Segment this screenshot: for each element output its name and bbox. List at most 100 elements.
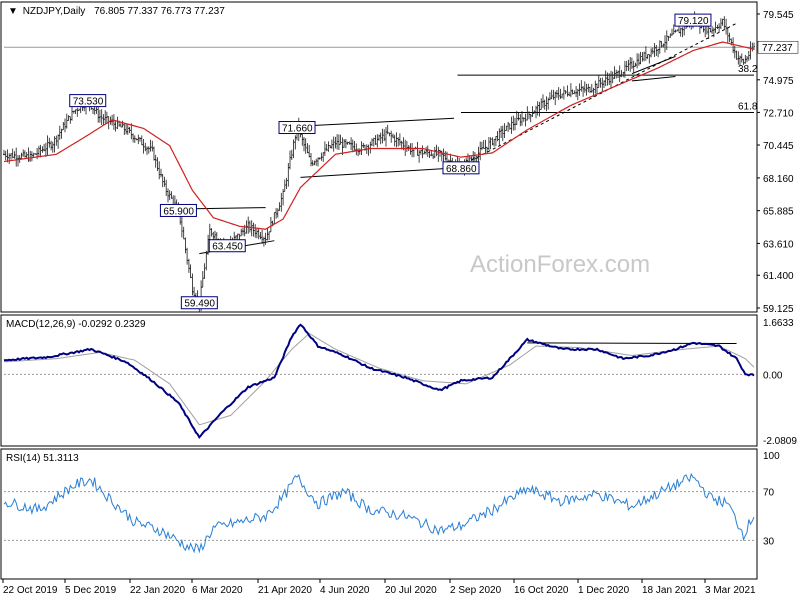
price-bar <box>489 137 492 150</box>
x-tick-label: 18 Jan 2021 <box>642 585 697 596</box>
price-bar <box>426 145 429 157</box>
price-bar <box>58 125 61 140</box>
price-bar <box>611 71 614 84</box>
price-bar <box>44 142 47 157</box>
price-bar <box>273 212 276 225</box>
price-bar <box>398 133 401 146</box>
price-bar <box>125 123 128 135</box>
price-bar <box>421 145 424 159</box>
price-bar <box>583 81 586 93</box>
rsi-title: RSI(14) 51.3113 <box>6 453 79 464</box>
price-bar <box>343 139 346 148</box>
price-bar <box>65 113 68 129</box>
price-bar <box>310 153 312 167</box>
price-bar <box>433 146 436 159</box>
price-bar <box>247 216 250 234</box>
price-bar <box>74 109 77 114</box>
price-bar <box>679 27 682 37</box>
price-bar <box>158 161 161 180</box>
price-bar <box>64 118 66 133</box>
price-bar <box>161 174 164 188</box>
price-bar <box>620 70 623 78</box>
price-bars <box>3 11 755 312</box>
price-bar <box>473 152 476 162</box>
price-bar <box>357 148 360 157</box>
price-bar <box>655 45 658 56</box>
price-bar <box>639 51 642 65</box>
price-bar <box>552 89 555 100</box>
price-tick-label: 59.125 <box>763 304 794 315</box>
price-bar <box>667 35 670 41</box>
price-tick-label: 63.610 <box>763 239 794 250</box>
price-bar <box>625 60 628 72</box>
price-bar <box>737 51 740 65</box>
price-bar <box>369 141 372 154</box>
rsi-tick-label: 100 <box>763 451 780 462</box>
price-bar <box>740 53 743 63</box>
price-bar <box>15 147 18 167</box>
price-bar <box>116 116 119 130</box>
price-bar <box>674 29 677 33</box>
price-bar <box>289 150 291 170</box>
price-bar <box>718 23 721 33</box>
price-bar <box>269 217 272 233</box>
price-bar <box>189 264 192 279</box>
price-bar <box>358 148 361 155</box>
price-bar <box>590 83 593 93</box>
price-bar <box>144 142 147 152</box>
x-tick-label: 2 Sep 2020 <box>450 585 502 596</box>
fib-level-label-38: 38.2 <box>738 64 758 75</box>
price-bar <box>569 83 572 98</box>
price-bar <box>381 128 384 144</box>
price-bar <box>498 128 501 146</box>
price-bar <box>376 134 379 148</box>
level-label-box <box>180 296 218 310</box>
price-tick-label: 68.160 <box>763 174 794 185</box>
price-bar <box>749 41 752 60</box>
price-bar <box>57 134 60 149</box>
price-bar <box>629 57 632 72</box>
price-tick-label: 65.885 <box>763 207 794 218</box>
price-bar <box>39 144 42 158</box>
price-bar <box>371 138 373 146</box>
price-bar <box>517 112 520 121</box>
level-label-text: 71.660 <box>282 124 313 135</box>
price-bar <box>43 143 46 152</box>
price-bar <box>37 145 40 157</box>
price-bar <box>180 214 183 238</box>
price-bar <box>112 114 115 130</box>
rsi-layer <box>3 472 755 554</box>
price-bar <box>594 80 597 94</box>
price-bar <box>585 83 588 96</box>
price-bar <box>208 223 211 240</box>
price-bar <box>29 150 32 162</box>
price-bar <box>651 47 654 55</box>
price-bar <box>575 86 578 98</box>
price-bar <box>732 37 735 54</box>
dashed-trend-line <box>465 22 737 164</box>
price-bar <box>529 113 532 123</box>
price-bar <box>728 32 731 43</box>
price-bar <box>644 46 647 61</box>
price-bar <box>264 232 267 245</box>
x-tick-label: 22 Oct 2019 <box>3 585 58 596</box>
price-bar <box>726 26 729 44</box>
price-bar <box>487 137 490 150</box>
price-bar <box>126 123 129 135</box>
price-bar <box>484 139 487 154</box>
price-tick-label: 77.237 <box>762 43 793 54</box>
price-bar <box>306 143 309 154</box>
price-bar <box>170 191 173 199</box>
price-bar <box>714 21 717 33</box>
rsi-tick-label: 70 <box>763 488 775 499</box>
price-bar <box>627 59 630 71</box>
price-bar <box>404 139 407 156</box>
price-bar <box>184 237 187 254</box>
price-bar <box>482 140 485 149</box>
price-bar <box>555 90 558 98</box>
price-bar <box>4 150 7 161</box>
symbol-name: NZDJPY,Daily <box>23 6 86 17</box>
price-bar <box>536 101 539 116</box>
level-label-text: 65.900 <box>163 206 194 217</box>
price-bar <box>432 153 435 160</box>
